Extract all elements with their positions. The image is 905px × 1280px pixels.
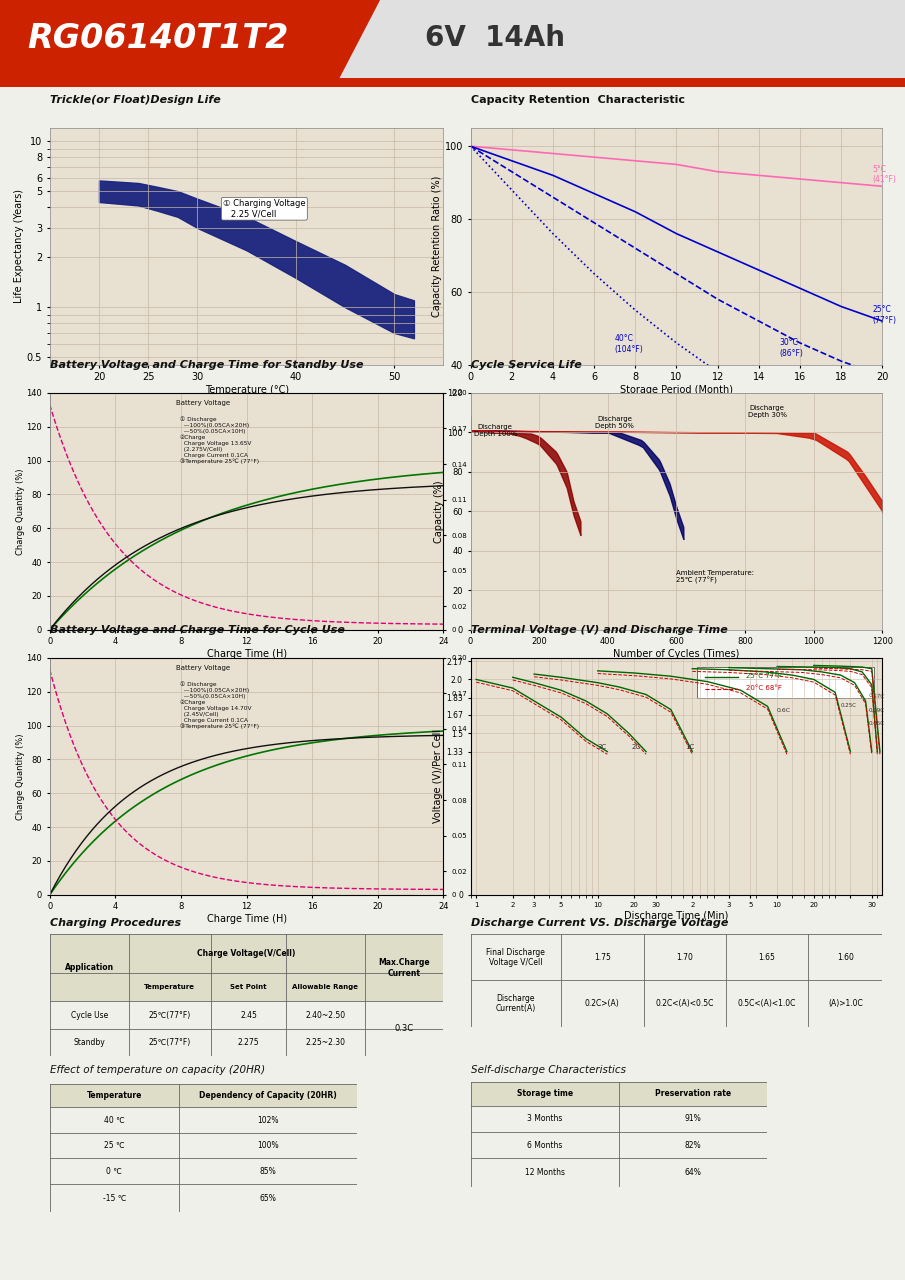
Text: 0.25C: 0.25C [841, 704, 857, 708]
Bar [50, 1084, 357, 1107]
Text: 2.275: 2.275 [238, 1038, 260, 1047]
Text: Capacity Retention  Characteristic: Capacity Retention Characteristic [471, 95, 684, 105]
Text: 6 Months: 6 Months [527, 1140, 562, 1149]
Text: 82%: 82% [685, 1140, 701, 1149]
Text: 1.75: 1.75 [594, 952, 611, 963]
Text: 12 Months: 12 Months [525, 1167, 565, 1176]
Text: Battery Voltage and Charge Time for Cycle Use: Battery Voltage and Charge Time for Cycl… [50, 625, 345, 635]
Text: Self-discharge Characteristics: Self-discharge Characteristics [471, 1065, 625, 1075]
Bar [471, 1082, 767, 1106]
Text: 0.05C: 0.05C [869, 721, 885, 726]
Text: 0.2C<(A)<0.5C: 0.2C<(A)<0.5C [655, 998, 714, 1009]
Bar [50, 934, 443, 973]
Text: -15 ℃: -15 ℃ [102, 1193, 126, 1203]
Text: Ambient Temperature:
25℃ (77°F): Ambient Temperature: 25℃ (77°F) [676, 570, 755, 584]
Text: ① Discharge
  —100%(0.05CA×20H)
  —50%(0.05CA×10H)
②Charge
  Charge Voltage 13.6: ① Discharge —100%(0.05CA×20H) —50%(0.05C… [180, 417, 259, 465]
Text: Cycle Use: Cycle Use [71, 1011, 108, 1020]
Text: 100%: 100% [257, 1140, 279, 1151]
Polygon shape [0, 78, 905, 87]
Text: Battery Voltage: Battery Voltage [176, 666, 230, 671]
Text: 25℃(77°F): 25℃(77°F) [148, 1038, 191, 1047]
X-axis label: Storage Period (Month): Storage Period (Month) [620, 385, 733, 396]
Text: 85%: 85% [260, 1166, 276, 1176]
Text: 2.25~2.30: 2.25~2.30 [305, 1038, 346, 1047]
Y-axis label: Capacity (%): Capacity (%) [434, 480, 444, 543]
Y-axis label: Charge Quantity (%): Charge Quantity (%) [16, 733, 25, 819]
X-axis label: Charge Time (H): Charge Time (H) [206, 649, 287, 659]
Text: Discharge
Depth 50%: Discharge Depth 50% [595, 416, 634, 430]
X-axis label: Number of Cycles (Times): Number of Cycles (Times) [614, 649, 739, 659]
Text: Battery Voltage: Battery Voltage [176, 401, 230, 406]
Text: 64%: 64% [684, 1167, 701, 1176]
X-axis label: Discharge Time (Min): Discharge Time (Min) [624, 911, 729, 922]
Text: ① Charging Voltage
   2.25 V/Cell: ① Charging Voltage 2.25 V/Cell [223, 198, 306, 219]
Text: 25°C 77°F: 25°C 77°F [747, 673, 782, 678]
Text: Effect of temperature on capacity (20HR): Effect of temperature on capacity (20HR) [50, 1065, 265, 1075]
Text: Cycle Service Life: Cycle Service Life [471, 360, 581, 370]
Text: 91%: 91% [684, 1115, 701, 1124]
Text: Discharge
Depth 100%: Discharge Depth 100% [473, 424, 517, 436]
Text: Final Discharge
Voltage V/Cell: Final Discharge Voltage V/Cell [487, 947, 546, 968]
Polygon shape [0, 0, 380, 87]
Text: 20°C 68°F: 20°C 68°F [747, 685, 782, 690]
Text: 3C: 3C [597, 745, 607, 750]
Text: 0.5C<(A)<1.0C: 0.5C<(A)<1.0C [738, 998, 796, 1009]
Text: 0.2C>(A): 0.2C>(A) [585, 998, 620, 1009]
Text: 6V  14Ah: 6V 14Ah [425, 24, 566, 52]
Text: (A)>1.0C: (A)>1.0C [828, 998, 862, 1009]
Text: 1.60: 1.60 [837, 952, 853, 963]
Text: 1.70: 1.70 [676, 952, 693, 963]
Text: 102%: 102% [257, 1115, 279, 1125]
Text: Application: Application [64, 964, 114, 973]
Text: Trickle(or Float)Design Life: Trickle(or Float)Design Life [50, 95, 221, 105]
Text: Allowable Range: Allowable Range [292, 984, 358, 991]
Text: 25 ℃: 25 ℃ [104, 1140, 125, 1151]
Text: 2C: 2C [632, 745, 641, 750]
Text: Set Point: Set Point [230, 984, 267, 991]
Text: RG06140T1T2: RG06140T1T2 [27, 22, 289, 55]
Bar [50, 973, 443, 1001]
FancyBboxPatch shape [697, 667, 874, 698]
Text: 0.6C: 0.6C [776, 708, 790, 713]
Y-axis label: Capacity Retention Ratio (%): Capacity Retention Ratio (%) [432, 175, 442, 317]
Text: 1C: 1C [686, 745, 695, 750]
Text: 40°C
(104°F): 40°C (104°F) [614, 334, 643, 353]
Text: 30°C
(86°F): 30°C (86°F) [779, 338, 804, 357]
Text: 25℃(77°F): 25℃(77°F) [148, 1011, 191, 1020]
Text: ① Discharge
  —100%(0.05CA×20H)
  —50%(0.05CA×10H)
②Charge
  Charge Voltage 14.7: ① Discharge —100%(0.05CA×20H) —50%(0.05C… [180, 682, 259, 730]
Text: Discharge Current VS. Discharge Voltage: Discharge Current VS. Discharge Voltage [471, 918, 728, 928]
Text: 0.09C: 0.09C [869, 708, 885, 713]
Text: Charging Procedures: Charging Procedures [50, 918, 181, 928]
Text: Standby: Standby [73, 1038, 105, 1047]
Text: Temperature: Temperature [144, 984, 195, 991]
Text: Max.Charge
Current: Max.Charge Current [378, 959, 430, 978]
Y-axis label: Voltage (V)/Per Cell: Voltage (V)/Per Cell [433, 730, 443, 823]
Text: 0.17C: 0.17C [869, 694, 885, 700]
Text: 2.40~2.50: 2.40~2.50 [305, 1011, 346, 1020]
Text: Terminal Voltage (V) and Discharge Time: Terminal Voltage (V) and Discharge Time [471, 625, 728, 635]
X-axis label: Temperature (°C): Temperature (°C) [205, 385, 289, 396]
Y-axis label: Charge Quantity (%): Charge Quantity (%) [16, 468, 25, 554]
Text: 65%: 65% [260, 1193, 276, 1203]
Text: 1.65: 1.65 [758, 952, 776, 963]
Text: 0.3C: 0.3C [395, 1024, 414, 1033]
Text: Discharge
Current(A): Discharge Current(A) [496, 993, 536, 1014]
Text: 25°C
(77°F): 25°C (77°F) [872, 306, 896, 325]
Text: Preservation rate: Preservation rate [655, 1089, 731, 1098]
Text: Temperature: Temperature [87, 1091, 142, 1101]
Text: 40 ℃: 40 ℃ [104, 1115, 125, 1125]
Text: 5°C
(41°F): 5°C (41°F) [872, 165, 896, 184]
Text: 0 ℃: 0 ℃ [106, 1166, 122, 1176]
X-axis label: Charge Time (H): Charge Time (H) [206, 914, 287, 924]
Text: Storage time: Storage time [517, 1089, 573, 1098]
Text: Dependency of Capacity (20HR): Dependency of Capacity (20HR) [199, 1091, 337, 1101]
Text: 3 Months: 3 Months [527, 1115, 562, 1124]
Text: Charge Voltage(V/Cell): Charge Voltage(V/Cell) [197, 950, 296, 959]
Text: Battery Voltage and Charge Time for Standby Use: Battery Voltage and Charge Time for Stan… [50, 360, 363, 370]
Text: Discharge
Depth 30%: Discharge Depth 30% [748, 404, 786, 417]
Polygon shape [335, 0, 905, 87]
Y-axis label: Life Expectancy (Years): Life Expectancy (Years) [14, 189, 24, 303]
Text: 2.45: 2.45 [240, 1011, 257, 1020]
